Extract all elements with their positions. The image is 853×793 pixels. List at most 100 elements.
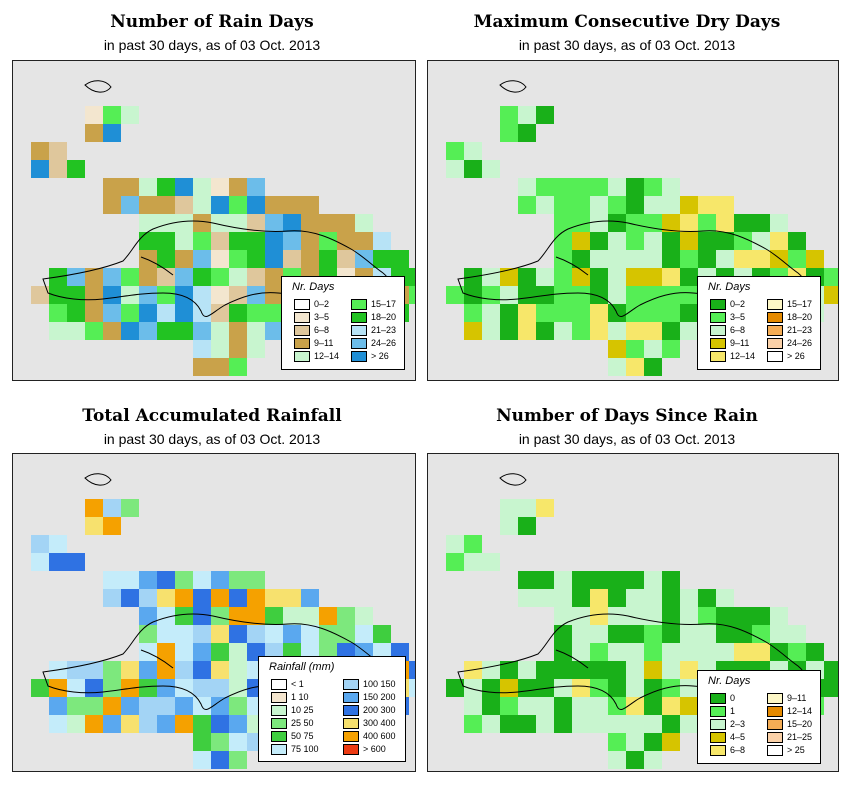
grid-cell [590, 322, 608, 340]
grid-cell [626, 715, 644, 733]
grid-cell [500, 697, 518, 715]
grid-cell [716, 214, 734, 232]
grid-cell [482, 661, 500, 679]
grid-cell [536, 571, 554, 589]
grid-cell [175, 607, 193, 625]
legend-item: 0 [710, 692, 735, 704]
grid-cell [626, 751, 644, 769]
grid-cell [319, 607, 337, 625]
grid-cell [103, 571, 121, 589]
grid-cell [193, 733, 211, 751]
grid-cell [518, 124, 536, 142]
legend-label: 1 [730, 706, 736, 716]
grid-cell [626, 358, 644, 376]
grid-cell [103, 124, 121, 142]
grid-cell [139, 679, 157, 697]
grid-cell [103, 715, 121, 733]
grid-cell [662, 250, 680, 268]
grid-cell [662, 733, 680, 751]
legend-swatch [767, 705, 783, 717]
grid-cell [500, 268, 518, 286]
grid-cell [518, 571, 536, 589]
grid-cell [662, 589, 680, 607]
grid-cell [644, 358, 662, 376]
grid-cell [500, 679, 518, 697]
legend-swatch [343, 717, 359, 729]
grid-cell [301, 196, 319, 214]
grid-cell [536, 304, 554, 322]
grid-cell [770, 214, 788, 232]
grid-cell [229, 250, 247, 268]
legend-swatch [343, 678, 359, 690]
grid-cell [337, 625, 355, 643]
legend-swatch [294, 324, 310, 336]
grid-cell [175, 625, 193, 643]
grid-cell [301, 214, 319, 232]
legend-label: 15–17 [787, 299, 813, 309]
grid-cell [121, 322, 139, 340]
grid-cell [409, 268, 415, 286]
grid-cell [554, 304, 572, 322]
grid-cell [680, 322, 698, 340]
grid-cell [247, 625, 265, 643]
grid-cell [554, 232, 572, 250]
legend-label: 0–2 [730, 299, 746, 309]
grid-cell [608, 286, 626, 304]
grid-cell [373, 625, 391, 643]
grid-cell [211, 715, 229, 733]
grid-cell [283, 232, 301, 250]
grid-cell [31, 679, 49, 697]
legend-swatch [767, 718, 783, 730]
grid-cell [608, 268, 626, 286]
grid-cell [193, 679, 211, 697]
grid-cell [319, 214, 337, 232]
grid-cell [464, 160, 482, 178]
grid-cell [608, 751, 626, 769]
grid-cell [554, 178, 572, 196]
grid-cell [265, 607, 283, 625]
grid-cell [662, 286, 680, 304]
legend-label: 4–5 [730, 732, 746, 742]
grid-cell [103, 268, 121, 286]
grid-cell [175, 322, 193, 340]
grid-cell [770, 232, 788, 250]
grid-cell [626, 571, 644, 589]
map-grid [446, 80, 838, 376]
grid-cell [662, 268, 680, 286]
grid-cell [662, 625, 680, 643]
grid-cell [139, 322, 157, 340]
grid-cell [139, 571, 157, 589]
grid-cell [716, 625, 734, 643]
grid-cell [211, 232, 229, 250]
legend-item: 1 [710, 705, 735, 717]
grid-cell [229, 340, 247, 358]
legend-item: < 1 [271, 678, 304, 690]
legend: Nr. Days 0 1 2–3 4–5 6–8 9–11 12–14 15–20 21–25 >… [697, 670, 821, 764]
grid-cell [85, 661, 103, 679]
legend-label: 0 [730, 693, 736, 703]
grid-cell [590, 643, 608, 661]
grid-cell [139, 268, 157, 286]
grid-cell [373, 250, 391, 268]
grid-cell [680, 196, 698, 214]
grid-cell [518, 679, 536, 697]
grid-cell [49, 286, 67, 304]
grid-cell [265, 268, 283, 286]
legend-label: 24–26 [787, 338, 813, 348]
grid-cell [572, 589, 590, 607]
grid-cell [121, 589, 139, 607]
grid-cell [446, 553, 464, 571]
grid-cell [554, 214, 572, 232]
grid-cell [626, 643, 644, 661]
grid-cell [337, 232, 355, 250]
grid-cell [518, 499, 536, 517]
grid-cell [554, 661, 572, 679]
grid-cell [608, 715, 626, 733]
grid-cell [193, 358, 211, 376]
grid-cell [518, 517, 536, 535]
grid-cell [680, 214, 698, 232]
grid-cell [644, 679, 662, 697]
grid-cell [103, 196, 121, 214]
grid-cell [734, 250, 752, 268]
grid-cell [626, 661, 644, 679]
